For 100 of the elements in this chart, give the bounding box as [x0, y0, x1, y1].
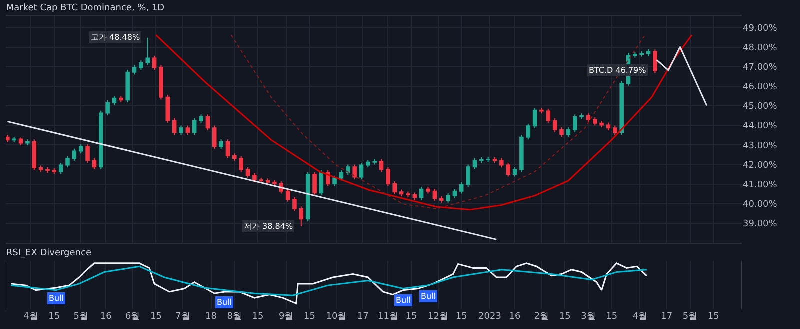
candlestick: [633, 52, 638, 58]
candlestick: [299, 206, 304, 228]
candlestick: [72, 148, 77, 162]
x-tick-label: 15: [606, 312, 618, 322]
candlestick: [192, 118, 197, 136]
candlestick: [312, 172, 317, 196]
candlestick: [486, 156, 490, 163]
x-tick-label: 17: [357, 312, 369, 322]
x-tick-label: 15: [304, 312, 316, 322]
x-tick-label: 5월: [74, 312, 88, 322]
candlestick: [532, 107, 538, 130]
candlestick: [580, 113, 584, 120]
x-tick-label: 12월: [428, 312, 448, 322]
candlestick: [426, 186, 430, 194]
candlestick: [620, 80, 624, 136]
x-tick-label: 11월: [378, 312, 398, 322]
candlestick: [26, 139, 30, 146]
candlestick: [199, 114, 204, 124]
candlestick: [132, 64, 137, 76]
x-tick-label: 15: [559, 312, 571, 322]
candlestick: [520, 134, 524, 173]
candlestick: [119, 96, 124, 103]
candlestick: [146, 37, 150, 66]
candlestick: [46, 166, 50, 174]
candlestick: [492, 156, 498, 164]
x-tick-label: 2월: [534, 312, 550, 322]
candlestick: [500, 158, 504, 168]
candlestick: [126, 70, 130, 103]
annotation: 고가 48.48%: [91, 33, 140, 42]
candlestick: [252, 172, 257, 184]
annotation: Bull: [396, 296, 412, 305]
candlestick: [246, 166, 250, 178]
candlestick: [139, 60, 144, 71]
candlestick: [212, 125, 217, 150]
candlestick: [32, 139, 37, 171]
candlestick: [58, 162, 64, 175]
candlestick: [18, 137, 24, 146]
x-tick-label: 4월: [24, 312, 38, 322]
x-tick-label: 5월: [682, 312, 698, 322]
candlestick: [546, 108, 551, 124]
candlestick: [332, 175, 337, 187]
y-tick-label: 46.00%: [743, 82, 778, 93]
candlestick: [379, 158, 384, 173]
candlestick: [480, 156, 484, 164]
annotation: 저가 38.84%: [244, 222, 294, 231]
y-tick-label: 47.00%: [743, 63, 778, 74]
candlestick: [166, 94, 170, 124]
candlestick: [352, 164, 357, 180]
line-series: [155, 34, 693, 211]
x-tick-label: 6월: [125, 312, 140, 322]
candlestick: [552, 118, 558, 133]
annotation: BTC.D 46.79%: [589, 66, 647, 75]
candlestick: [512, 166, 518, 178]
x-tick-label: 17: [661, 312, 673, 322]
candlestick: [12, 136, 16, 143]
candlestick: [372, 158, 377, 166]
candlestick: [640, 50, 644, 58]
y-tick-label: 41.00%: [743, 180, 778, 190]
candlestick: [526, 123, 531, 140]
candlestick: [86, 144, 90, 164]
x-tick-label: 15: [252, 312, 264, 322]
annotation: Bull: [217, 298, 232, 307]
x-tick-label: 3월: [581, 312, 596, 322]
x-tick-label: 9월: [279, 312, 294, 322]
candlestick: [272, 179, 277, 187]
candlestick: [646, 48, 651, 57]
line-series: [230, 34, 646, 210]
candlestick: [412, 192, 418, 201]
candlestick: [66, 156, 70, 168]
y-tick-label: 48.00%: [743, 43, 778, 54]
chart-title: Market Cap BTC Dominance, %, 1D: [6, 3, 165, 14]
x-tick-label: 15: [48, 312, 60, 322]
y-tick-label: 39.00%: [743, 220, 778, 230]
candlestick: [653, 48, 658, 74]
candlestick: [6, 134, 10, 143]
candlestick: [292, 196, 297, 212]
candlestick: [613, 125, 618, 136]
candlestick: [572, 114, 578, 133]
annotation: Bull: [49, 294, 64, 303]
x-tick-label: 16: [509, 312, 522, 322]
candlestick: [452, 188, 458, 199]
candlestick: [232, 153, 237, 162]
y-tick-label: 44.00%: [743, 122, 778, 132]
x-tick-label: 15: [150, 312, 162, 322]
candlestick: [346, 164, 350, 176]
candlestick: [406, 191, 410, 198]
line-series: [656, 46, 708, 107]
candlestick: [392, 181, 397, 195]
candlestick: [446, 192, 450, 204]
y-tick-label: 49.00%: [743, 24, 778, 34]
y-tick-label: 42.00%: [743, 160, 778, 171]
x-tick-label: 16: [100, 312, 112, 322]
candlestick: [359, 162, 364, 180]
chart-title: RSI_EX Divergence: [6, 248, 92, 258]
candlestick: [439, 196, 444, 204]
candlestick: [606, 122, 611, 131]
candlestick: [366, 160, 370, 168]
y-tick-label: 43.00%: [743, 141, 778, 152]
x-tick-label: 10월: [326, 312, 347, 322]
candlestick: [600, 120, 604, 128]
